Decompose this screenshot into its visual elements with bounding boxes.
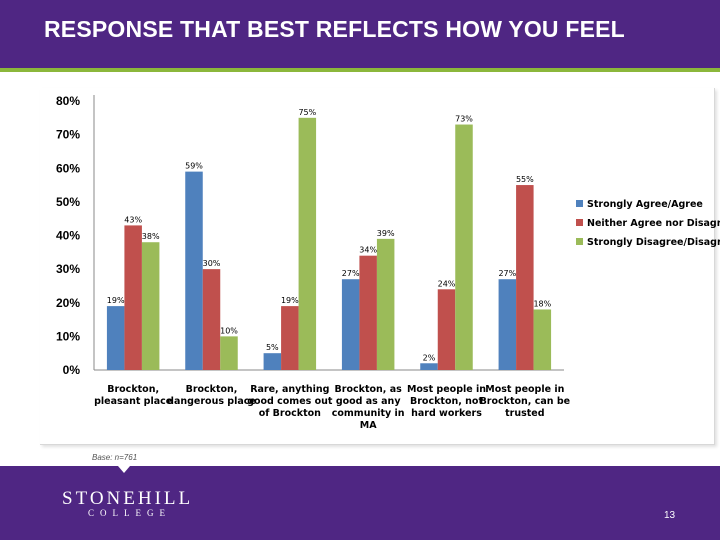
chart-frame: [40, 88, 715, 445]
bar: [185, 171, 203, 370]
category-label-line: community in: [332, 408, 405, 419]
data-label: 27%: [498, 269, 516, 278]
header-bar: RESPONSE THAT BEST REFLECTS HOW YOU FEEL: [0, 0, 720, 68]
base-note: Base: n=761: [92, 453, 138, 462]
category-label: Brockton, as good as any community in MA: [332, 384, 405, 431]
category-label-line: Brockton,: [186, 384, 238, 395]
legend-label: Neither Agree nor Disagree: [587, 218, 720, 229]
bar: [533, 309, 552, 370]
y-tick-label: 50%: [56, 195, 80, 209]
bar: [516, 185, 534, 370]
category-label: Most people in Brockton, not hard workers: [407, 384, 486, 419]
bar: [420, 363, 438, 370]
category-label-line: Brockton, as: [335, 384, 403, 395]
data-label: 75%: [298, 108, 316, 117]
bar: [455, 124, 473, 370]
y-tick-label: 80%: [56, 94, 80, 108]
category-label-line: Brockton,: [107, 384, 159, 395]
bar: [106, 306, 125, 370]
legend-swatch: [576, 219, 583, 226]
logo-subtitle: COLLEGE: [88, 508, 171, 518]
header-accent-line: [0, 68, 720, 72]
category-label: Rare, anything good comes out of Brockton: [247, 384, 333, 419]
bar: [341, 279, 360, 370]
slide-title: RESPONSE THAT BEST REFLECTS HOW YOU FEEL: [44, 16, 625, 42]
y-tick-label: 60%: [56, 161, 80, 175]
page-number: 13: [664, 510, 676, 521]
data-label: 24%: [438, 279, 456, 288]
logo-name: STONEHILL: [62, 488, 194, 509]
footer-bar: [0, 466, 720, 540]
category-label-line: good comes out: [247, 396, 333, 407]
category-label: Brockton, dangerous place: [167, 384, 256, 407]
bar: [141, 242, 160, 370]
data-label: 34%: [359, 246, 377, 255]
y-tick-label: 10%: [56, 329, 80, 343]
data-label: 19%: [107, 296, 125, 305]
bar: [437, 289, 456, 370]
y-tick-label: 30%: [56, 262, 80, 276]
category-label-line: of Brockton: [259, 408, 321, 419]
y-tick-label: 40%: [56, 229, 80, 243]
legend-swatch: [576, 238, 583, 245]
bar: [359, 255, 377, 370]
category-label-line: Most people in: [485, 384, 564, 395]
legend-swatch: [576, 200, 583, 207]
bar: [124, 225, 142, 370]
data-label: 38%: [142, 232, 160, 241]
legend-label: Strongly Disagree/Disagree: [587, 237, 720, 248]
bar: [281, 306, 299, 370]
y-tick-label: 20%: [56, 296, 80, 310]
category-label: Brockton, pleasant place: [94, 384, 172, 407]
legend-label: Strongly Agree/Agree: [587, 199, 703, 210]
data-label: 39%: [377, 229, 395, 238]
bar: [498, 279, 517, 370]
bar: [263, 353, 282, 370]
data-label: 59%: [185, 162, 203, 171]
category-label-line: MA: [360, 420, 377, 431]
bar: [220, 336, 238, 370]
category-label-line: trusted: [505, 408, 544, 419]
data-label: 10%: [220, 326, 238, 335]
bar: [298, 117, 317, 370]
y-tick-label: 0%: [63, 363, 81, 377]
data-label: 18%: [533, 299, 551, 308]
category-label-line: hard workers: [411, 408, 482, 419]
data-label: 43%: [124, 215, 142, 224]
data-label: 2%: [423, 353, 436, 362]
category-label-line: Most people in: [407, 384, 486, 395]
category-label-line: Brockton, can be: [480, 396, 571, 407]
bar: [202, 269, 221, 370]
category-label: Most people in Brockton, can be trusted: [480, 384, 571, 419]
data-label: 55%: [516, 175, 534, 184]
data-label: 30%: [203, 259, 221, 268]
bar: [376, 238, 395, 370]
category-label-line: dangerous place: [167, 396, 256, 407]
footer-notch: [118, 466, 130, 473]
y-tick-label: 70%: [56, 128, 80, 142]
category-label-line: Brockton, not: [410, 396, 483, 407]
data-label: 5%: [266, 343, 279, 352]
data-label: 73%: [455, 115, 473, 124]
data-label: 19%: [281, 296, 299, 305]
category-label-line: pleasant place: [94, 396, 172, 407]
category-label-line: good as any: [336, 396, 402, 407]
category-label-line: Rare, anything: [250, 384, 329, 395]
data-label: 27%: [342, 269, 360, 278]
